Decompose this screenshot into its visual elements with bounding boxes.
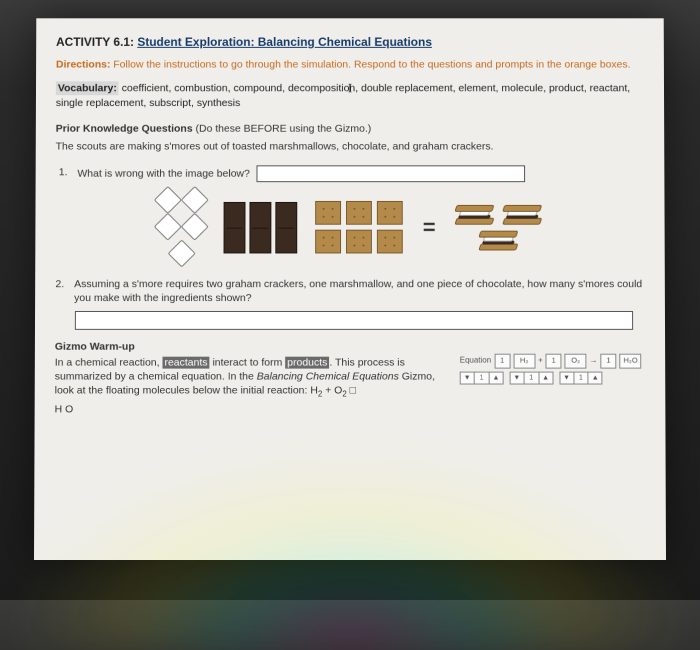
- spin-up-icon[interactable]: ▲: [538, 372, 552, 383]
- chocolate-icon: [224, 202, 246, 254]
- cracker-icon: [346, 201, 372, 225]
- spin-up-icon[interactable]: ▲: [488, 372, 502, 383]
- smore-icon: [477, 231, 519, 251]
- marshmallow-icon: [181, 186, 209, 214]
- q1-answer-field[interactable]: [257, 165, 526, 182]
- vocabulary-text: coefficient, combustion, compound, decom…: [56, 83, 630, 109]
- chocolate-icon: [249, 202, 271, 254]
- coef-spinner[interactable]: ▼ 1 ▲: [460, 371, 504, 384]
- coef-spinner[interactable]: ▼ 1 ▲: [559, 371, 603, 384]
- smore-icon: [453, 205, 495, 225]
- directions-block: Directions: Follow the instructions to g…: [56, 58, 644, 72]
- coef-box[interactable]: 1: [601, 354, 617, 368]
- cutoff-text: H O: [55, 402, 646, 416]
- warmup-text-a: In a chemical reaction,: [55, 356, 163, 368]
- cracker-icon: [346, 229, 372, 253]
- text-cursor-icon: I: [348, 80, 352, 97]
- equals-sign: =: [423, 213, 436, 242]
- coef-box[interactable]: 1: [494, 354, 510, 368]
- spin-down-icon[interactable]: ▼: [461, 372, 475, 383]
- activity-title: Student Exploration: Balancing Chemical …: [137, 35, 432, 49]
- species-box: H₂O: [620, 354, 642, 368]
- plus-sign: +: [538, 356, 543, 367]
- activity-label: ACTIVITY 6.1:: [56, 35, 134, 49]
- pkq-title: Prior Knowledge Questions: [56, 123, 193, 135]
- warmup-text-b: interact to form: [210, 356, 286, 368]
- chocolate-icon: [275, 202, 297, 254]
- activity-header: ACTIVITY 6.1: Student Exploration: Balan…: [56, 34, 644, 50]
- marshmallow-icon: [154, 213, 182, 241]
- question-2: 2. Assuming a s'more requires two graham…: [55, 277, 645, 305]
- eq-label: Equation: [460, 356, 492, 367]
- smore-icon: [501, 205, 543, 225]
- coef-spinner[interactable]: ▼ 1 ▲: [509, 371, 553, 384]
- marshmallow-icon: [181, 213, 209, 241]
- q2-answer-field[interactable]: [75, 311, 633, 330]
- spin-value: 1: [475, 372, 489, 383]
- chocolate-group: [224, 202, 298, 254]
- q2-number: 2.: [55, 277, 64, 305]
- smore-result-group: [453, 205, 543, 251]
- species-box: O₂: [565, 354, 587, 368]
- directions-label: Directions:: [56, 59, 111, 71]
- gizmo-warmup: Equation 1 H₂ + 1 O₂ → 1 H₂O ▼ 1 ▲ ▼ 1: [55, 340, 646, 416]
- cracker-icon: [315, 229, 341, 253]
- marshmallow-group: [157, 190, 206, 265]
- marshmallow-icon: [167, 239, 195, 267]
- species-box: H₂: [513, 354, 535, 368]
- smores-equation-diagram: =: [55, 192, 645, 263]
- worksheet-page: ACTIVITY 6.1: Student Exploration: Balan…: [34, 18, 666, 560]
- equation-widget: Equation 1 H₂ + 1 O₂ → 1 H₂O ▼ 1 ▲ ▼ 1: [460, 354, 646, 384]
- warmup-title: Gizmo Warm-up: [55, 340, 645, 354]
- directions-text: Follow the instructions to go through th…: [113, 59, 630, 71]
- spin-down-icon[interactable]: ▼: [510, 372, 524, 383]
- vocabulary-label: Vocabulary:: [56, 82, 119, 96]
- prior-knowledge-heading: Prior Knowledge Questions (Do these BEFO…: [56, 122, 645, 136]
- question-1: 1. What is wrong with the image below?: [56, 165, 645, 182]
- q1-number: 1.: [56, 165, 68, 182]
- warmup-italic: Balancing Chemical Equations: [257, 370, 399, 382]
- pkq-note: (Do these BEFORE using the Gizmo.): [195, 123, 371, 135]
- marshmallow-icon: [154, 186, 182, 214]
- spin-value: 1: [574, 372, 588, 383]
- q1-text: What is wrong with the image below?: [77, 168, 249, 180]
- q2-text: Assuming a s'more requires two graham cr…: [74, 277, 645, 305]
- spin-down-icon[interactable]: ▼: [560, 372, 574, 383]
- cracker-icon: [377, 201, 403, 225]
- cracker-icon: [315, 201, 341, 225]
- arrow-sign: →: [590, 356, 598, 367]
- spin-up-icon[interactable]: ▲: [588, 372, 602, 383]
- cracker-icon: [377, 229, 403, 253]
- cracker-group: [315, 201, 405, 255]
- spin-value: 1: [524, 372, 538, 383]
- hl-products: products: [285, 356, 329, 368]
- hl-reactants: reactants: [162, 356, 209, 368]
- warmup-plus: + O: [322, 384, 342, 396]
- pkq-context: The scouts are making s'mores out of toa…: [56, 140, 645, 154]
- warmup-tail: □: [347, 384, 356, 396]
- coef-box[interactable]: 1: [546, 354, 562, 368]
